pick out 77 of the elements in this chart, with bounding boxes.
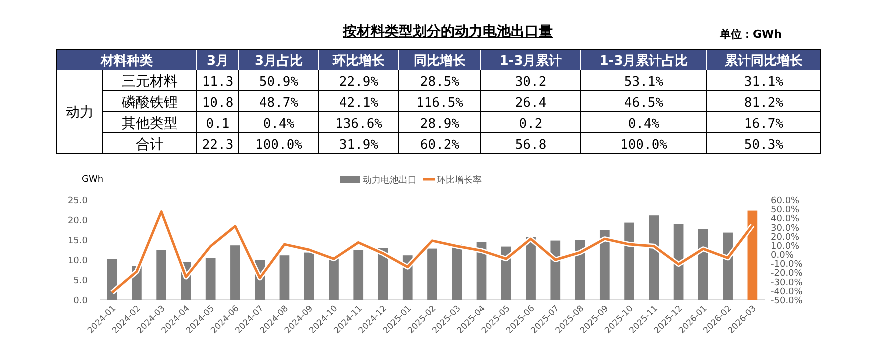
y2-tick-label: 20.0% (771, 232, 800, 243)
text: 56.8 (515, 138, 547, 153)
text: 30.2 (515, 75, 547, 90)
y-tick-label: 0.0 (74, 296, 88, 306)
category-label: 合计 (136, 137, 164, 153)
bar (723, 232, 733, 300)
text: 31.1% (744, 75, 784, 90)
text: 100.0% (256, 138, 302, 153)
y2-tick-label: -50.0% (771, 296, 804, 306)
y-tick-label: 15.0 (68, 236, 88, 246)
text: 26.4 (515, 96, 547, 111)
text: 46.5% (624, 96, 664, 111)
bar (230, 246, 240, 300)
text: 53.1% (624, 75, 664, 90)
bar (304, 252, 314, 300)
text: 单位：GWh (719, 28, 782, 41)
y2-tick-label: -20.0% (771, 269, 804, 280)
text: 28.9% (420, 117, 460, 132)
text: 81.2% (744, 96, 784, 111)
category-label: 3月占比 (254, 54, 304, 69)
y-tick-label: 25.0 (68, 196, 88, 206)
y2-tick-label: 0.0% (771, 251, 794, 262)
text: 50.3% (744, 138, 784, 153)
bar (649, 216, 660, 300)
legend-label: 动力电池出口 (363, 175, 417, 186)
y-axis-title: GWh (82, 175, 104, 185)
bar (280, 256, 290, 300)
y2-tick-label: 40.0% (771, 214, 800, 225)
text: 22.3 (202, 138, 234, 153)
text: 50.9% (259, 75, 299, 90)
text: 136.6% (336, 117, 382, 132)
category-label: 材料种类 (100, 54, 153, 69)
y2-tick-label: 60.0% (771, 196, 800, 206)
text: 0.2 (519, 117, 543, 132)
y2-tick-label: -40.0% (771, 287, 804, 298)
bar (698, 229, 708, 300)
text: 22.9% (339, 75, 379, 90)
category-label: 3月 (206, 54, 230, 69)
y2-tick-label: 50.0% (771, 206, 800, 216)
bar (550, 240, 561, 300)
text: 0.1 (206, 117, 230, 132)
y2-tick-label: -10.0% (771, 260, 804, 270)
y2-tick-label: 30.0% (771, 224, 800, 234)
category-label: 同比增长 (414, 54, 467, 69)
text: 116.5% (416, 96, 464, 111)
category-label: 累计同比增长 (724, 54, 804, 69)
legend-label: 环比增长率 (437, 175, 482, 186)
category-label: 环比增长 (332, 54, 386, 69)
text: 60.2% (420, 138, 460, 153)
bar (624, 222, 634, 300)
category-label: 1-3月累计 (500, 54, 562, 69)
text: 42.1% (339, 96, 379, 111)
text: 0.4% (628, 117, 660, 132)
category-label: 三元材料 (122, 74, 178, 90)
y-tick-label: 10.0 (68, 256, 88, 266)
y2-tick-label: -30.0% (771, 278, 804, 288)
bar (156, 250, 166, 300)
category-label: 1-3月累计占比 (600, 54, 688, 69)
y-tick-label: 20.0 (68, 216, 88, 226)
text: 11.3 (202, 75, 234, 90)
text: 28.5% (420, 75, 460, 90)
text: 100.0% (620, 138, 668, 153)
category-label: 磷酸铁锂 (122, 95, 178, 111)
text: 48.7% (259, 96, 299, 111)
text: 按材料类型划分的动力电池出口量 (342, 24, 553, 40)
bar (428, 248, 438, 300)
bar (354, 250, 364, 300)
bar (600, 230, 610, 300)
text: 动力 (66, 105, 94, 121)
y-tick-label: 5.0 (74, 276, 88, 286)
text: 31.9% (339, 138, 379, 153)
text: 10.8 (202, 96, 234, 111)
category-label: 其他类型 (122, 116, 178, 132)
bar (206, 258, 216, 300)
text: 0.4% (263, 117, 295, 132)
y2-tick-label: 10.0% (771, 242, 800, 252)
text: 16.7% (744, 117, 784, 132)
